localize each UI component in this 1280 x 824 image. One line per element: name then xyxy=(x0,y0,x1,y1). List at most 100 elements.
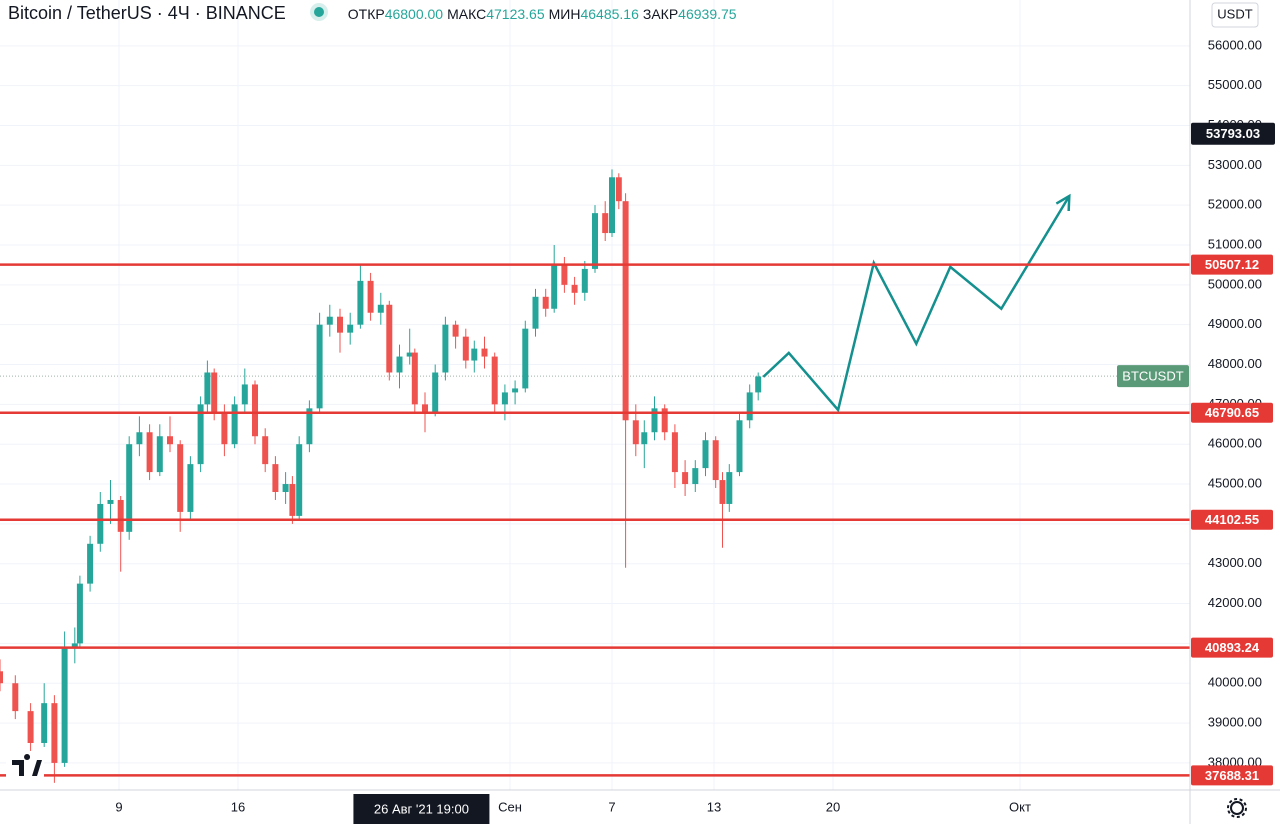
forecast-arrowhead xyxy=(1055,193,1071,212)
status-dot xyxy=(313,7,324,17)
candle-body xyxy=(736,420,743,473)
candle-body xyxy=(107,499,114,504)
candle-body xyxy=(592,213,598,269)
candle-body xyxy=(406,352,413,357)
y-tick-label: 50000.00 xyxy=(1208,276,1262,291)
symbol-label-box xyxy=(1117,365,1189,388)
candle-body xyxy=(377,304,384,313)
legend: Bitcoin / TetherUS · 4Ч · BINANCE ОТКР468… xyxy=(8,3,737,24)
candle-body xyxy=(71,643,78,648)
settings-icon[interactable] xyxy=(1227,798,1247,818)
candle-body xyxy=(411,352,418,405)
candle-body xyxy=(386,304,393,373)
candle-body xyxy=(347,324,354,333)
candle-body xyxy=(615,177,622,202)
level-label-box xyxy=(1191,637,1273,658)
candle-body xyxy=(126,444,133,532)
candle-body xyxy=(146,432,153,473)
y-tick-label: 51000.00 xyxy=(1208,236,1262,251)
candle-body xyxy=(87,543,94,584)
candle-body xyxy=(641,432,648,445)
candle-body xyxy=(167,436,173,445)
candle-body xyxy=(501,392,508,405)
candle-body xyxy=(442,324,449,373)
ohlc-legend: ОТКР46800.00 МАКС47123.65 МИН46485.16 ЗАКР4… xyxy=(344,3,737,23)
candle-body xyxy=(156,436,163,473)
candle-body xyxy=(97,503,104,544)
y-tick-label: 42000.00 xyxy=(1208,595,1262,610)
x-tick-label: 9 xyxy=(115,799,122,814)
candle-body xyxy=(197,404,204,465)
candle-body xyxy=(221,412,228,445)
candle-body xyxy=(306,408,313,445)
x-tick-label: 20 xyxy=(826,799,840,814)
price-marker-box xyxy=(1191,122,1275,145)
y-tick-label: 55000.00 xyxy=(1208,77,1262,92)
candle-body xyxy=(755,376,762,393)
y-tick-label: 45000.00 xyxy=(1208,475,1262,490)
y-tick-label: 39000.00 xyxy=(1208,715,1262,730)
axes: 38000.0039000.0040000.0041000.0042000.00… xyxy=(115,37,1275,824)
candle-body xyxy=(76,583,83,644)
chart-title: Bitcoin / TetherUS · 4Ч · BINANCE xyxy=(8,3,286,23)
candle-body xyxy=(471,348,478,361)
candle-body xyxy=(692,468,699,485)
level-label: 44102.55 xyxy=(1205,512,1259,527)
y-tick-label: 40000.00 xyxy=(1208,675,1262,690)
candle-body xyxy=(702,440,709,469)
candle-body xyxy=(491,356,498,405)
y-tick-label: 49000.00 xyxy=(1208,316,1262,331)
candle-body xyxy=(367,280,374,313)
level-label-box xyxy=(1191,509,1273,530)
candle-body xyxy=(671,432,678,473)
candle-body xyxy=(719,480,726,504)
candle-body xyxy=(682,472,689,485)
level-label: 50507.12 xyxy=(1205,257,1259,272)
candle-body xyxy=(241,384,248,405)
candle-body xyxy=(262,436,269,465)
candle-body xyxy=(296,444,303,516)
candle-body xyxy=(602,213,609,234)
candle-body xyxy=(61,647,68,763)
candle-body xyxy=(326,316,333,325)
candle-body xyxy=(204,372,211,405)
candle-body xyxy=(432,372,439,413)
x-tick-label: Окт xyxy=(1009,799,1031,814)
candle-body xyxy=(136,432,143,445)
candle-body xyxy=(522,328,529,389)
candle-body xyxy=(551,264,558,309)
x-tick-label: 13 xyxy=(707,799,721,814)
symbol-label: BTCUSDT xyxy=(1122,369,1183,384)
x-tick-label: 7 xyxy=(608,799,615,814)
candle-body xyxy=(609,177,615,234)
legend-value: 46939.75 xyxy=(678,6,737,22)
candle-body xyxy=(252,384,258,437)
legend-label: МАКС xyxy=(447,6,487,22)
legend-label: ОТКР xyxy=(347,6,385,22)
candle-body xyxy=(27,711,34,743)
forecast-path xyxy=(762,195,1071,413)
plot xyxy=(0,169,1190,783)
legend-value: 47123.65 xyxy=(486,6,545,22)
candle-body xyxy=(272,464,279,493)
price-marker-label: 53793.03 xyxy=(1206,126,1260,141)
candle-body xyxy=(581,268,588,293)
candle-body xyxy=(532,296,539,329)
candle-body xyxy=(452,324,459,337)
candle-body xyxy=(282,484,289,493)
candle-body xyxy=(462,336,469,361)
level-label: 40893.24 xyxy=(1205,640,1260,655)
candle-body xyxy=(571,284,578,293)
currency-button[interactable]: USDT xyxy=(1211,2,1259,28)
candle-body xyxy=(51,703,58,763)
level-label-box xyxy=(1191,402,1273,423)
candle-body xyxy=(316,324,323,409)
y-tick-label: 52000.00 xyxy=(1208,197,1262,212)
y-tick-label: 53000.00 xyxy=(1208,157,1262,172)
y-tick-label: 43000.00 xyxy=(1208,555,1262,570)
candle-body xyxy=(187,464,194,512)
level-label-box xyxy=(1191,765,1273,786)
candle-body xyxy=(231,404,238,445)
